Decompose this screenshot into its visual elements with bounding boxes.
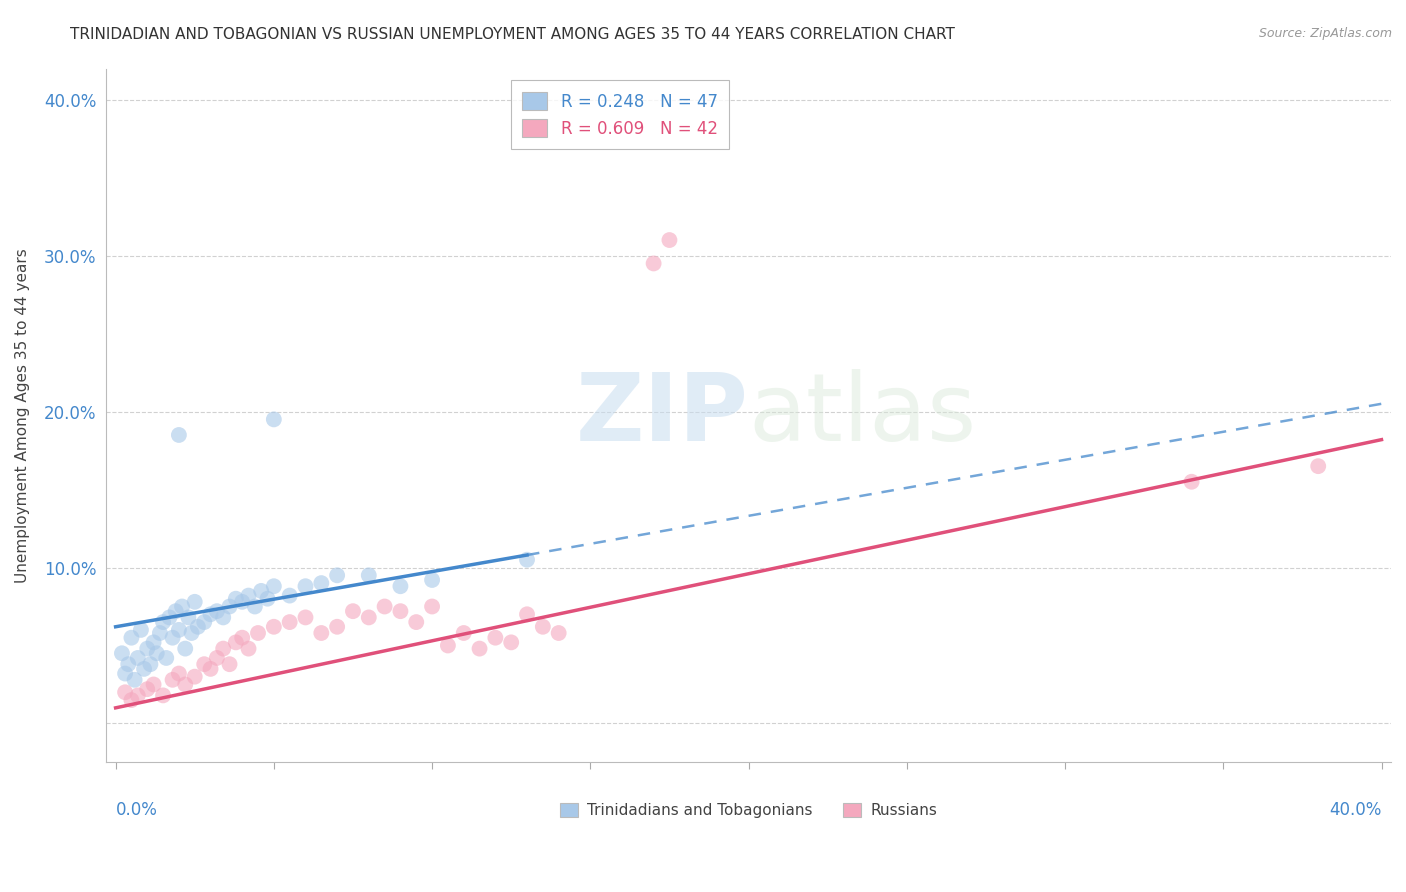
- Point: [205, 604, 228, 618]
- Point: [218, 657, 240, 672]
- Point: [311, 626, 333, 640]
- Point: [643, 256, 665, 270]
- Point: [136, 641, 159, 656]
- Point: [658, 233, 681, 247]
- Point: [120, 693, 142, 707]
- Point: [167, 623, 190, 637]
- Point: [200, 607, 222, 622]
- Point: [193, 615, 215, 629]
- Point: [389, 579, 412, 593]
- Point: [278, 615, 301, 629]
- Point: [357, 568, 380, 582]
- Point: [1308, 459, 1330, 474]
- Point: [162, 631, 184, 645]
- Point: [114, 685, 136, 699]
- Point: [165, 604, 187, 618]
- Text: Source: ZipAtlas.com: Source: ZipAtlas.com: [1258, 27, 1392, 40]
- Point: [263, 620, 285, 634]
- Point: [389, 604, 412, 618]
- Point: [437, 639, 460, 653]
- Point: [152, 615, 174, 629]
- Point: [187, 620, 209, 634]
- Point: [183, 595, 205, 609]
- Point: [183, 670, 205, 684]
- Point: [547, 626, 569, 640]
- Point: [142, 635, 165, 649]
- Text: 40.0%: 40.0%: [1329, 801, 1382, 820]
- Point: [152, 689, 174, 703]
- Point: [145, 646, 167, 660]
- Point: [247, 626, 270, 640]
- Point: [155, 651, 177, 665]
- Point: [132, 662, 155, 676]
- Point: [167, 666, 190, 681]
- Point: [218, 599, 240, 614]
- Point: [129, 623, 152, 637]
- Point: [225, 635, 247, 649]
- Text: ZIP: ZIP: [575, 369, 748, 461]
- Point: [326, 620, 349, 634]
- Text: 0.0%: 0.0%: [115, 801, 157, 820]
- Point: [162, 673, 184, 687]
- Point: [238, 641, 260, 656]
- Point: [1181, 475, 1204, 489]
- Point: [193, 657, 215, 672]
- Point: [111, 646, 134, 660]
- Point: [250, 583, 273, 598]
- Point: [516, 552, 538, 566]
- Point: [420, 599, 443, 614]
- Point: [127, 689, 149, 703]
- Point: [531, 620, 554, 634]
- Point: [180, 626, 202, 640]
- Point: [263, 412, 285, 426]
- Point: [420, 573, 443, 587]
- Point: [231, 595, 253, 609]
- Point: [516, 607, 538, 622]
- Point: [243, 599, 266, 614]
- Point: [174, 641, 197, 656]
- Point: [405, 615, 427, 629]
- Legend: Trinidadians and Tobagonians, Russians: Trinidadians and Tobagonians, Russians: [554, 797, 943, 824]
- Point: [200, 662, 222, 676]
- Point: [124, 673, 146, 687]
- Point: [238, 589, 260, 603]
- Point: [136, 682, 159, 697]
- Point: [120, 631, 142, 645]
- Point: [170, 599, 193, 614]
- Point: [374, 599, 396, 614]
- Point: [468, 641, 491, 656]
- Point: [294, 579, 316, 593]
- Point: [142, 677, 165, 691]
- Text: atlas: atlas: [748, 369, 977, 461]
- Point: [205, 651, 228, 665]
- Point: [157, 610, 180, 624]
- Point: [357, 610, 380, 624]
- Point: [212, 641, 235, 656]
- Point: [263, 579, 285, 593]
- Point: [127, 651, 149, 665]
- Text: TRINIDADIAN AND TOBAGONIAN VS RUSSIAN UNEMPLOYMENT AMONG AGES 35 TO 44 YEARS COR: TRINIDADIAN AND TOBAGONIAN VS RUSSIAN UN…: [70, 27, 955, 42]
- Point: [174, 677, 197, 691]
- Point: [342, 604, 364, 618]
- Point: [311, 576, 333, 591]
- Point: [453, 626, 475, 640]
- Point: [326, 568, 349, 582]
- Point: [256, 591, 278, 606]
- Point: [139, 657, 162, 672]
- Point: [167, 428, 190, 442]
- Point: [149, 626, 172, 640]
- Point: [231, 631, 253, 645]
- Point: [114, 666, 136, 681]
- Point: [278, 589, 301, 603]
- Point: [501, 635, 523, 649]
- Y-axis label: Unemployment Among Ages 35 to 44 years: Unemployment Among Ages 35 to 44 years: [15, 248, 30, 582]
- Point: [212, 610, 235, 624]
- Point: [177, 610, 200, 624]
- Point: [294, 610, 316, 624]
- Point: [484, 631, 506, 645]
- Point: [225, 591, 247, 606]
- Point: [117, 657, 139, 672]
